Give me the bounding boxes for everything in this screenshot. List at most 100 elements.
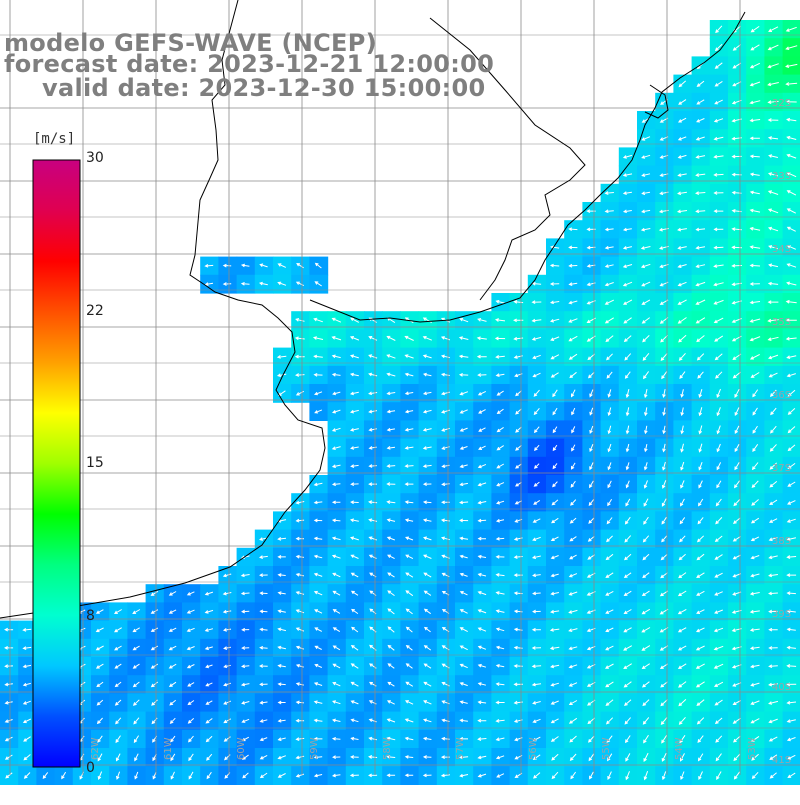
wind-arrow [549,300,560,305]
wind-arrow [513,700,523,705]
wind-arrow [277,718,286,723]
wind-arrow [661,480,667,489]
wind-arrow [404,736,414,741]
wind-arrow [606,353,613,361]
wind-arrow [423,645,432,651]
wind-arrow [387,644,395,651]
wind-arrow [571,426,576,434]
wind-arrow [205,718,213,724]
wind-arrow [622,281,633,287]
wind-arrow [96,717,103,725]
wind-arrow [241,736,250,742]
wind-arrow [295,518,305,523]
wind-arrow [713,317,724,324]
wind-arrow [569,517,577,524]
wind-arrow [641,173,651,177]
wind-arrow [680,461,685,471]
wind-arrow [331,500,341,505]
wind-arrow [550,736,559,742]
wind-arrow [349,336,360,341]
wind-arrow [150,663,159,669]
wind-arrow [749,136,760,141]
wind-arrow [714,609,723,614]
wind-arrow [277,536,287,541]
wind-arrow [368,372,378,377]
wind-arrow [680,771,685,781]
wind-arrow [422,354,432,359]
wind-arrow [641,281,651,287]
wind-arrow [313,773,323,778]
wind-arrow [749,263,761,268]
wind-arrow [387,608,395,615]
wind-arrow [477,518,487,523]
wind-arrow [533,481,540,487]
wind-arrow [422,736,432,741]
wind-arrow [732,700,742,705]
wind-arrow [749,81,761,87]
wind-arrow [295,554,304,559]
wind-arrow [605,699,614,706]
wind-arrow [642,717,650,725]
wind-arrow [533,389,540,397]
wind-arrow [223,628,232,632]
wind-arrow [696,590,705,596]
wind-arrow [749,172,760,177]
wind-arrow [531,300,542,305]
wind-arrow [768,555,778,560]
wind-arrow [5,772,13,779]
wind-arrow [22,646,32,650]
wind-arrow [571,407,576,416]
wind-arrow [662,425,666,435]
wind-arrow [277,755,286,760]
wind-arrow [550,318,560,323]
wind-arrow [204,282,214,286]
wind-arrow [749,245,761,249]
wind-arrow [714,554,723,560]
wind-arrow [386,482,396,486]
wind-arrow [749,591,760,596]
wind-arrow [259,754,268,760]
wind-arrow [768,664,778,669]
wind-arrow [769,499,778,506]
wind-arrow [495,373,505,377]
wind-arrow [513,300,524,304]
wind-arrow [386,755,396,759]
wind-arrow [259,627,268,632]
wind-arrow [4,754,13,760]
wind-arrow [132,645,140,651]
wind-arrow [351,608,359,615]
wind-arrow [314,262,322,269]
wind-arrow [477,645,487,650]
wind-arrow [223,700,232,705]
wind-arrow [695,173,706,177]
wind-arrow [696,699,705,706]
latitude-label: 40S [772,682,791,693]
wind-arrow [696,118,705,123]
wind-arrow [277,573,286,577]
wind-arrow [295,609,305,614]
wind-arrow [186,627,195,632]
wind-arrow [661,752,667,762]
wind-arrow [786,281,797,286]
wind-arrow [786,682,797,687]
wind-arrow [532,754,541,760]
wind-arrow [785,45,798,50]
wind-arrow [568,717,578,724]
wind-arrow [495,664,505,668]
wind-arrow [695,209,706,214]
wind-arrow [622,154,633,159]
wind-arrow [786,208,797,214]
wind-arrow [640,246,651,250]
wind-arrow [625,735,631,744]
wind-arrow [350,482,359,487]
wind-arrow [695,155,706,159]
wind-arrow [588,517,595,524]
wind-arrow [496,773,505,778]
wind-arrow [642,335,650,343]
wind-arrow [644,443,648,453]
wind-arrow [732,717,741,724]
wind-arrow [641,136,651,141]
wind-arrow [95,645,104,651]
wind-arrow [386,446,396,450]
wind-arrow [459,409,468,414]
